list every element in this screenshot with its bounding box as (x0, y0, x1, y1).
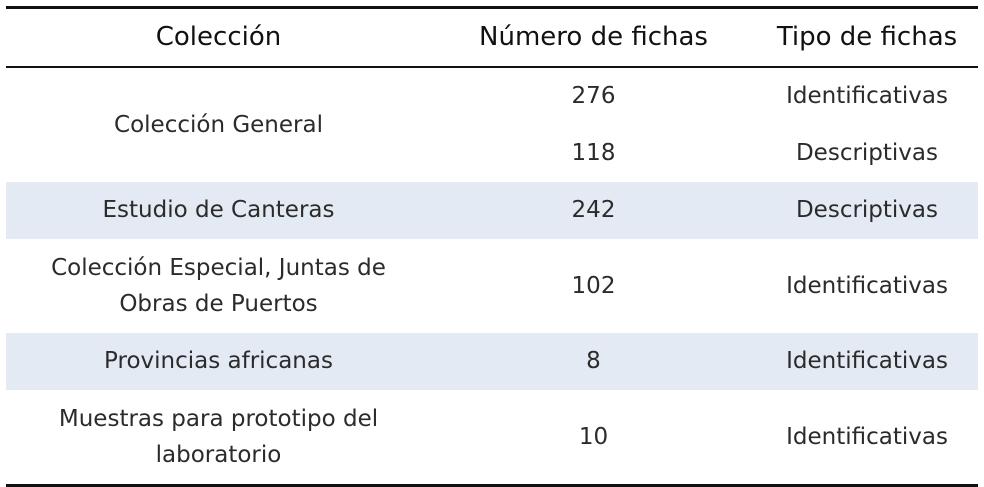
cell-tipo: Descriptivas (756, 181, 978, 239)
cell-coleccion: Colección General (114, 111, 323, 138)
table-row: Colección Especial, Juntas de Obras de P… (6, 239, 978, 333)
cell-numero: 10 (431, 389, 756, 487)
header-tipo-de-fichas: Tipo de fichas (756, 6, 978, 68)
header-coleccion: Colección (6, 6, 431, 68)
table-row: Colección General 276 Identificativas (6, 67, 978, 138)
cell-tipo: Identificativas (756, 332, 978, 390)
cell-coleccion: Colección Especial, Juntas de Obras de P… (51, 254, 386, 317)
cell-tipo: Identificativas (786, 83, 948, 109)
table-row: Provincias africanas 8 Identificativas (6, 332, 978, 390)
cell-numero: 8 (431, 332, 756, 390)
cell-numero: 242 (431, 181, 756, 239)
cell-tipo: Identificativas (786, 272, 948, 299)
header-numero-de-fichas: Número de fichas (431, 6, 756, 68)
cell-tipo: Descriptivas (795, 140, 939, 166)
cell-coleccion: Estudio de Canteras (6, 181, 431, 239)
table-body: Colección General 276 Identificativas 11… (6, 67, 978, 487)
table-header: Colección Número de fichas Tipo de ficha… (6, 6, 978, 68)
cell-coleccion: Provincias africanas (6, 332, 431, 390)
collections-table-wrapper: Colección Número de fichas Tipo de ficha… (6, 6, 978, 487)
cell-numero: 276 (571, 83, 616, 109)
table-row: 118 Descriptivas (6, 125, 978, 182)
cell-numero: 118 (571, 140, 616, 166)
collections-table: Colección Número de fichas Tipo de ficha… (6, 6, 978, 487)
cell-numero: 102 (571, 272, 616, 299)
cell-coleccion: Muestras para prototipo del laboratorio (6, 389, 431, 487)
table-row: Muestras para prototipo del laboratorio … (6, 389, 978, 487)
cell-tipo: Identificativas (756, 389, 978, 487)
table-row: Estudio de Canteras 242 Descriptivas (6, 181, 978, 239)
header-row: Colección Número de fichas Tipo de ficha… (6, 6, 978, 68)
